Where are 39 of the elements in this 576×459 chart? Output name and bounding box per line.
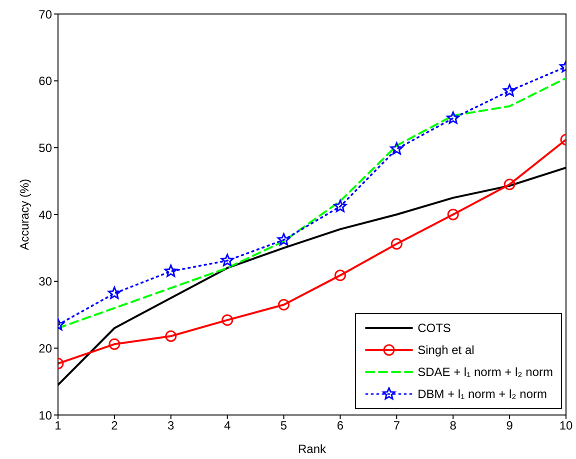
x-tick-label: 1 — [54, 418, 62, 433]
y-tick-label: 50 — [38, 140, 52, 155]
x-tick-label: 5 — [280, 418, 288, 433]
point — [222, 314, 234, 326]
point — [504, 178, 516, 190]
x-tick-label: 4 — [224, 418, 231, 433]
x-tick-label: 8 — [450, 418, 457, 433]
point — [447, 208, 459, 220]
legend-label: SDAE + l₁ norm + l₂ norm — [418, 365, 553, 379]
point — [278, 298, 290, 310]
legend-label: COTS — [418, 321, 451, 335]
x-tick-label: 10 — [559, 418, 573, 433]
y-tick-label: 20 — [38, 341, 52, 356]
x-axis-title: Rank — [298, 442, 328, 456]
point — [164, 264, 178, 277]
point — [390, 142, 404, 155]
x-tick-label: 7 — [393, 418, 400, 433]
point — [220, 254, 234, 266]
point — [334, 270, 346, 282]
y-axis-title: Accuracy (%) — [17, 178, 32, 250]
point — [334, 200, 347, 212]
x-tick-label: 6 — [336, 418, 344, 433]
point — [108, 286, 121, 299]
legend-label: Singh et al — [418, 343, 474, 357]
x-tick-label: 2 — [111, 418, 118, 433]
x-tick-label: 3 — [168, 418, 175, 433]
point — [503, 84, 516, 96]
y-tick-label: 30 — [38, 274, 52, 289]
point — [446, 112, 460, 124]
y-tick-label: 60 — [38, 74, 52, 88]
point — [277, 233, 290, 246]
point — [108, 338, 120, 350]
y-tick-label: 70 — [38, 7, 52, 22]
point — [165, 330, 177, 342]
legend-label: DBM + l₁ norm + l₂ norm — [418, 387, 547, 401]
point — [390, 238, 402, 250]
y-tick-label: 10 — [38, 408, 52, 422]
x-tick-label: 9 — [506, 418, 514, 433]
y-tick-label: 40 — [38, 208, 52, 222]
